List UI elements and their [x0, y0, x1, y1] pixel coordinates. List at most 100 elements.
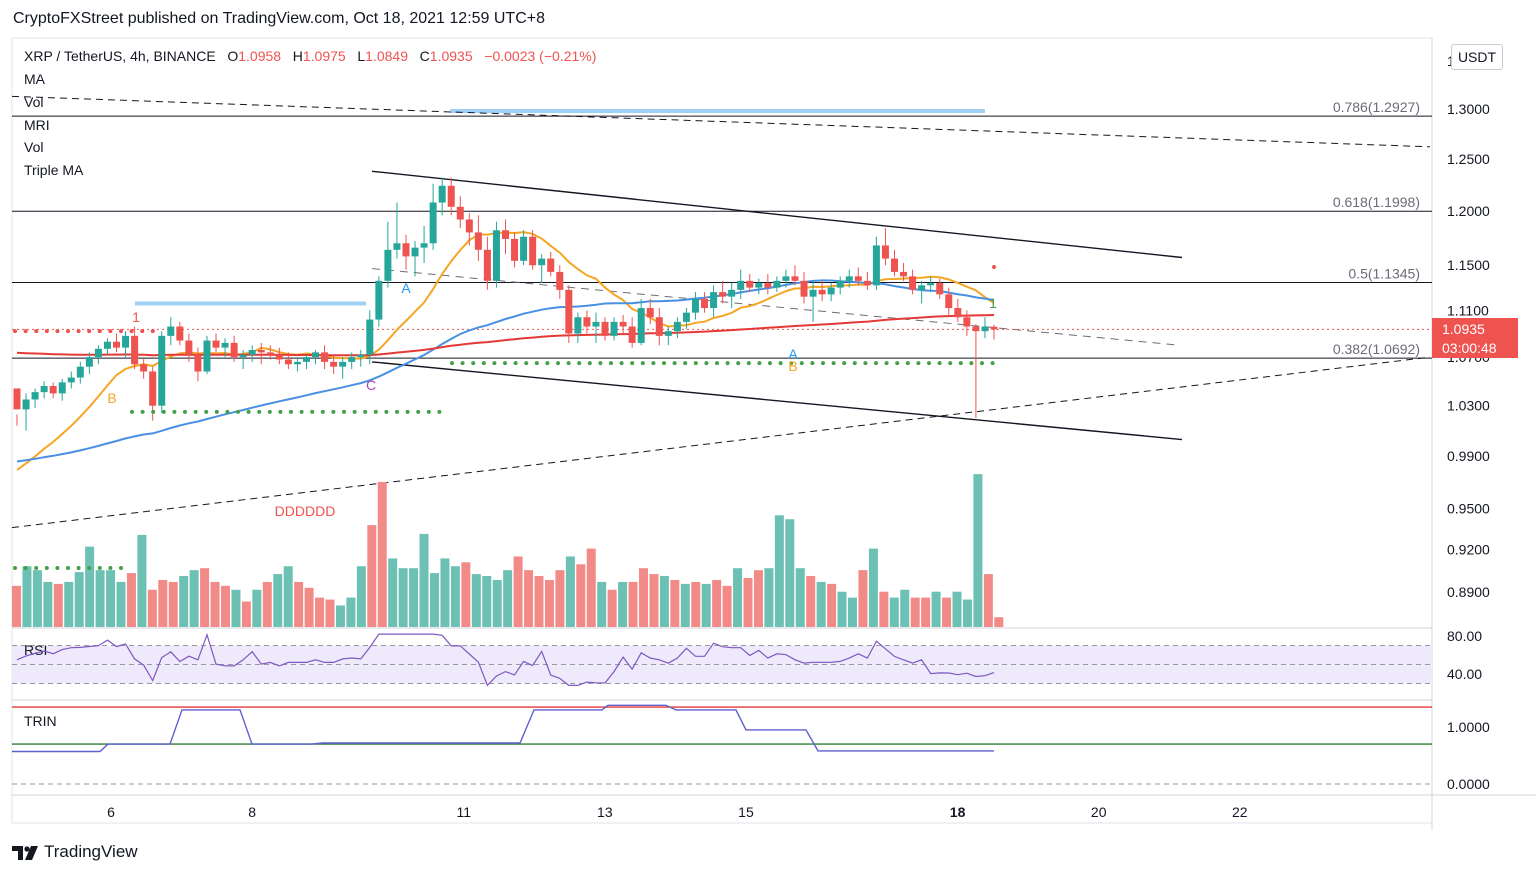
volume-bar: [743, 578, 753, 627]
candle-body: [954, 308, 962, 318]
mri-dot: [619, 361, 624, 366]
candle-body: [936, 283, 944, 295]
candle-body: [583, 317, 591, 327]
fib-level-label: 0.382(1.0692): [1333, 341, 1420, 357]
candle-body: [691, 298, 699, 313]
volume-bar: [22, 566, 32, 627]
legend-mri[interactable]: MRI: [24, 117, 50, 133]
volume-bar: [889, 597, 899, 627]
mri-dot: [630, 361, 635, 366]
mri-dot: [214, 409, 219, 414]
mri-dot: [577, 361, 582, 366]
volume-bar: [137, 534, 147, 627]
candle-body: [610, 321, 618, 336]
mri-dot: [34, 329, 39, 334]
volume-bar: [764, 568, 774, 627]
mri-dot: [161, 409, 166, 414]
candle-body: [321, 352, 329, 362]
fib-level-label: 0.786(1.2927): [1333, 99, 1420, 115]
mri-dot: [44, 566, 49, 570]
volume-bar: [273, 574, 283, 627]
mri-dot: [450, 361, 454, 366]
legend-triple-ma[interactable]: Triple MA: [24, 162, 84, 178]
mri-dot: [969, 361, 974, 366]
candle-body: [963, 317, 971, 327]
candle-body: [212, 340, 220, 348]
candle-body: [755, 283, 763, 288]
volume-bar: [398, 568, 408, 627]
volume-bar: [827, 583, 837, 627]
volume-bar: [733, 568, 743, 627]
candle-body: [574, 317, 582, 334]
volume-bar: [64, 581, 74, 627]
volume-bar: [868, 548, 878, 627]
volume-bar: [450, 566, 460, 627]
signal-dot: [992, 265, 996, 269]
candle-body: [818, 289, 826, 295]
candle-body: [791, 276, 799, 281]
candle-body: [40, 386, 48, 393]
candle-body: [863, 280, 871, 286]
mri-dot: [426, 409, 431, 414]
channel-midline: [371, 268, 1181, 346]
legend-vol[interactable]: Vol: [24, 94, 44, 110]
volume-bar: [147, 589, 157, 627]
candle-body: [31, 392, 39, 400]
candle-body: [438, 185, 446, 203]
candle-body: [773, 280, 781, 288]
mri-dot: [119, 566, 123, 570]
candle-body: [511, 238, 519, 261]
candle-body: [547, 258, 555, 272]
trendline-dashed-lower: [11, 356, 1431, 529]
volume-bar: [848, 597, 857, 627]
x-tick-label: 6: [107, 804, 115, 820]
volume-bar: [900, 589, 910, 627]
mri-dot: [34, 566, 39, 570]
volume-bar: [53, 583, 63, 627]
currency-button[interactable]: USDT: [1451, 44, 1503, 70]
candle-body: [492, 230, 500, 281]
mri-dot: [76, 566, 81, 570]
mri-dot: [108, 566, 113, 570]
volume-bar: [126, 573, 136, 627]
candle-body: [266, 352, 274, 355]
mri-dot: [513, 361, 518, 366]
volume-bar: [346, 597, 356, 627]
volume-bar: [304, 587, 314, 627]
mri-dot: [460, 361, 465, 366]
volume-bar: [524, 570, 534, 627]
wave-marker: A: [788, 346, 798, 362]
y-tick-label: 1.1500: [1447, 257, 1490, 273]
candle-body: [284, 359, 292, 365]
mri-dot: [66, 329, 70, 334]
wave-marker: 1: [132, 309, 140, 325]
volume-bar: [962, 599, 972, 627]
publisher-text: CryptoFXStreet published on TradingView.…: [13, 10, 545, 27]
fib-level-label: 0.618(1.1998): [1333, 194, 1420, 210]
mri-dot: [310, 409, 315, 414]
candle-body: [628, 326, 636, 343]
x-tick-label: 15: [738, 804, 754, 820]
legend-vol-2[interactable]: Vol: [24, 139, 44, 155]
volume-bar: [367, 525, 377, 627]
y-tick-label: 0.9200: [1447, 542, 1490, 558]
mri-dot: [246, 409, 251, 414]
candle-body: [330, 361, 338, 367]
volume-bar: [283, 566, 293, 627]
volume-bar: [858, 570, 868, 627]
volume-bar: [670, 579, 680, 627]
close-label: C: [419, 48, 430, 64]
wave-marker: 1: [989, 295, 997, 311]
mri-dot: [587, 361, 592, 366]
mri-dot: [715, 361, 719, 366]
x-tick-label: 13: [597, 804, 613, 820]
mri-dot: [55, 329, 60, 334]
mri-dot: [278, 409, 283, 414]
candle-body: [194, 354, 202, 372]
tradingview-footer[interactable]: TradingView: [12, 842, 138, 862]
legend-ma[interactable]: MA: [24, 71, 45, 87]
volume-bar: [649, 574, 659, 627]
volume-bar: [12, 585, 21, 627]
mri-dot: [172, 409, 177, 414]
